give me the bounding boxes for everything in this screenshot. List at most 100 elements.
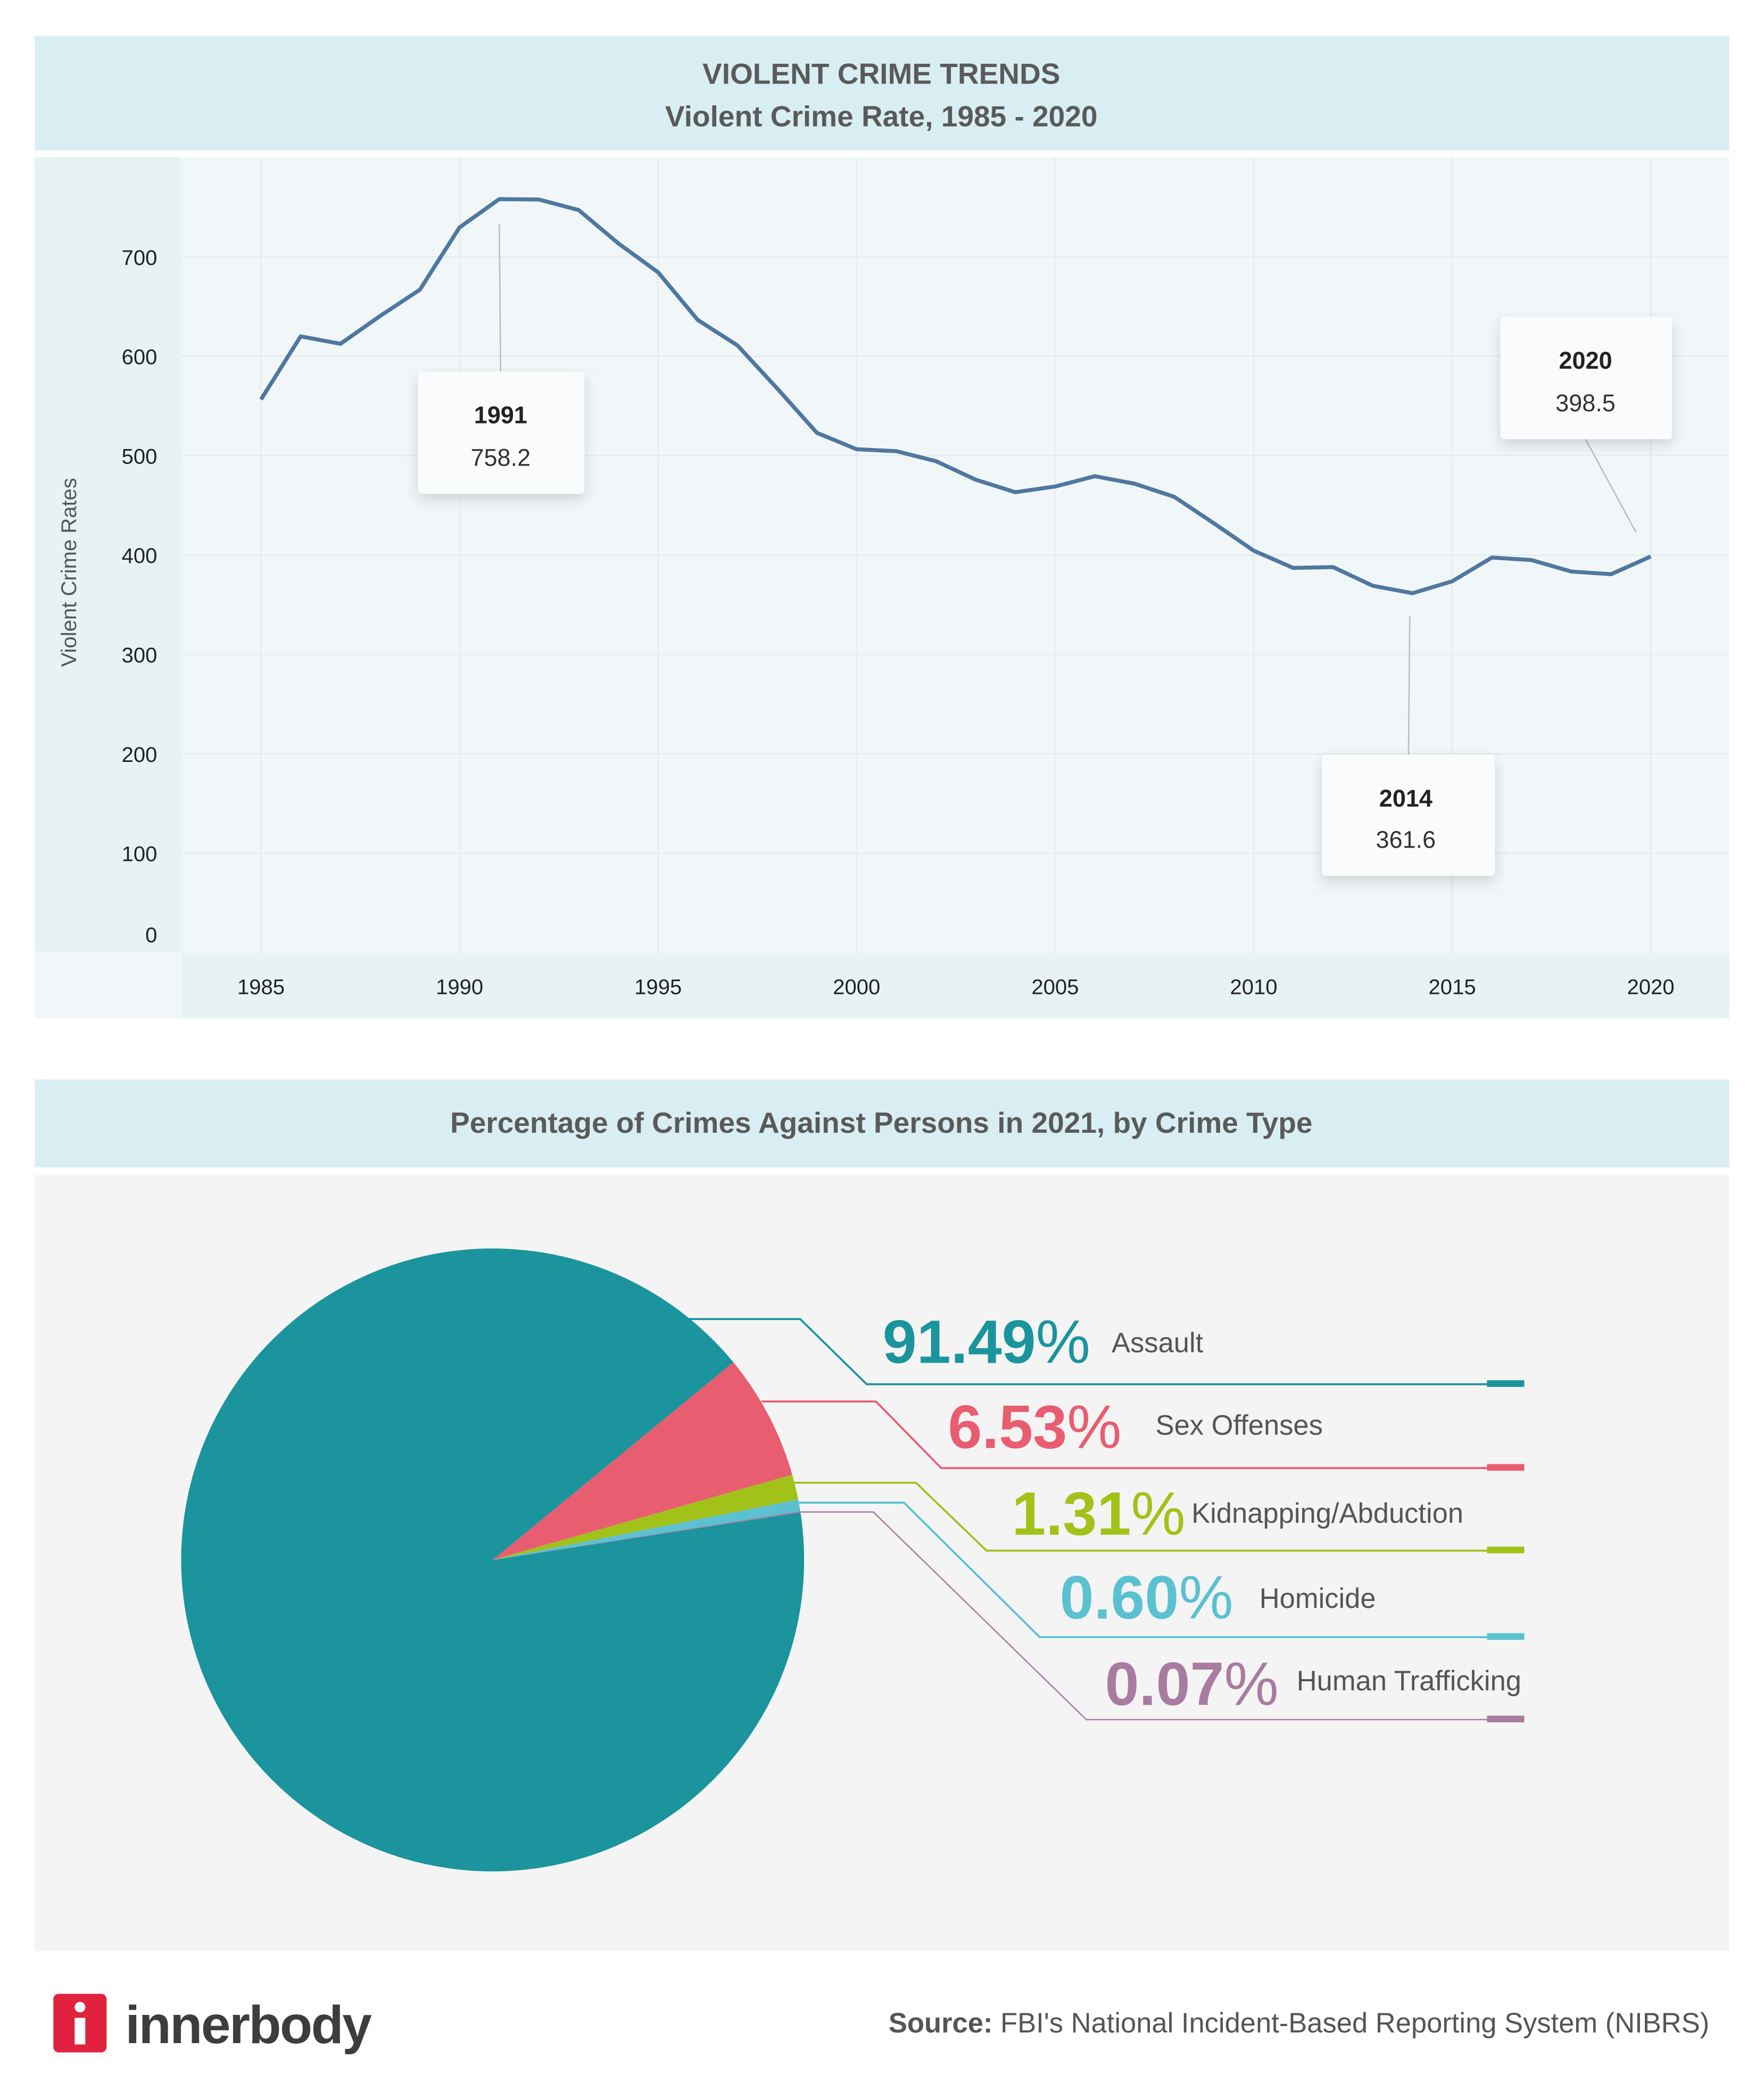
data-point-2014 bbox=[1410, 591, 1415, 596]
legend-label: Assault bbox=[1112, 1327, 1204, 1359]
source-label: Source: bbox=[889, 2007, 993, 2039]
data-point-2018 bbox=[1569, 569, 1574, 574]
y-tick-label: 200 bbox=[122, 743, 158, 767]
data-point-1988 bbox=[377, 313, 383, 319]
legend-swatch bbox=[1487, 1546, 1525, 1554]
data-point-2001 bbox=[893, 449, 899, 454]
x-tick-label: 2000 bbox=[833, 976, 880, 999]
data-point-2004 bbox=[1013, 489, 1018, 495]
y-tick-label: 300 bbox=[122, 644, 158, 667]
line-chart-title: VIOLENT CRIME TRENDS bbox=[702, 57, 1060, 90]
percent-sign: % bbox=[1179, 1564, 1233, 1632]
annotation-year: 2020 bbox=[1559, 347, 1612, 374]
pie-chart-header bbox=[35, 1079, 1729, 1167]
legend-label: Human Trafficking bbox=[1297, 1665, 1521, 1697]
legend-label: Sex Offenses bbox=[1156, 1410, 1323, 1441]
y-tick-labels: 0 100 200 300 400 500 600 700 bbox=[122, 246, 158, 947]
percent-value: 91.49 bbox=[883, 1308, 1036, 1376]
data-point-1994 bbox=[616, 240, 621, 246]
data-point-1996 bbox=[695, 317, 700, 322]
legend-percent: 91.49% bbox=[883, 1308, 1090, 1376]
percent-value: 0.07 bbox=[1105, 1650, 1224, 1719]
y-axis-label: Violent Crime Rates bbox=[57, 478, 81, 667]
percent-sign: % bbox=[1036, 1308, 1090, 1376]
y-tick-label: 100 bbox=[122, 843, 158, 866]
data-point-2000 bbox=[854, 446, 859, 452]
legend-swatch bbox=[1487, 1633, 1525, 1640]
data-point-2010 bbox=[1251, 548, 1256, 553]
data-point-1987 bbox=[338, 341, 343, 346]
data-point-2011 bbox=[1291, 565, 1296, 570]
x-tick-label: 1985 bbox=[237, 976, 285, 999]
y-tick-label: 0 bbox=[145, 924, 157, 947]
percent-value: 0.60 bbox=[1059, 1564, 1179, 1632]
x-axis-strip bbox=[181, 953, 1729, 1018]
source-text: FBI's National Incident-Based Reporting … bbox=[992, 2007, 1709, 2039]
series-line bbox=[259, 197, 1652, 595]
leader-line bbox=[793, 1481, 1525, 1552]
annotation-leaders bbox=[499, 223, 1637, 755]
leader-line bbox=[799, 1511, 1525, 1721]
x-tick-labels: 1985 1990 1995 2000 2005 2010 2015 2020 bbox=[237, 976, 1675, 999]
percent-value: 6.53 bbox=[948, 1393, 1067, 1462]
legend-percent: 0.60% bbox=[1059, 1564, 1233, 1632]
data-point-1997 bbox=[735, 343, 740, 348]
innerbody-logo: innerbody bbox=[53, 1994, 374, 2055]
pie-slice-human-trafficking bbox=[492, 1511, 801, 1560]
data-point-2005 bbox=[1053, 484, 1058, 489]
pie-chart-title: Percentage of Crimes Against Persons in … bbox=[450, 1106, 1312, 1139]
annotation-value: 361.6 bbox=[1376, 826, 1436, 853]
leader-line bbox=[799, 1501, 1525, 1638]
pie-chart bbox=[181, 1248, 805, 1872]
data-point-2012 bbox=[1330, 565, 1336, 570]
leader-line bbox=[761, 1400, 1525, 1470]
data-point-2003 bbox=[973, 477, 979, 483]
percent-value: 1.31 bbox=[1012, 1480, 1131, 1548]
source-note: Source: FBI's National Incident-Based Re… bbox=[889, 2007, 1709, 2039]
annotation-year: 2014 bbox=[1379, 785, 1432, 812]
annotation-1991: 1991 758.2 bbox=[418, 371, 585, 494]
annotation-2014: 2014 361.6 bbox=[1322, 754, 1495, 876]
pie-slice-kidnapping-abduction bbox=[492, 1474, 799, 1560]
gridlines bbox=[181, 157, 1729, 953]
y-tick-label: 700 bbox=[122, 246, 158, 270]
data-point-2017 bbox=[1529, 558, 1534, 563]
x-tick-label: 1995 bbox=[634, 976, 682, 999]
legend-item-sex-offenses: 6.53% Sex Offenses bbox=[761, 1393, 1525, 1471]
data-point-2016 bbox=[1489, 555, 1495, 560]
data-point-1986 bbox=[298, 334, 303, 339]
data-point-1998 bbox=[775, 386, 780, 391]
y-tick-label: 500 bbox=[122, 445, 158, 468]
data-point-2007 bbox=[1132, 481, 1137, 486]
annotation-year: 1991 bbox=[474, 402, 527, 429]
annotation-value: 398.5 bbox=[1555, 389, 1616, 417]
data-point-2019 bbox=[1609, 571, 1614, 577]
legend-swatch bbox=[1487, 1380, 1525, 1387]
percent-sign: % bbox=[1131, 1480, 1185, 1548]
x-tick-label: 1990 bbox=[436, 976, 483, 999]
y-axis-strip bbox=[35, 157, 181, 953]
annotation-2020: 2020 398.5 bbox=[1500, 317, 1672, 439]
data-point-1992 bbox=[536, 197, 542, 202]
data-point-2002 bbox=[933, 459, 939, 464]
legend-item-assault: 91.49% Assault bbox=[688, 1308, 1525, 1387]
data-point-1993 bbox=[576, 208, 581, 213]
legend-percent: 1.31% bbox=[1012, 1480, 1185, 1548]
percent-sign: % bbox=[1067, 1393, 1121, 1462]
x-tick-label: 2015 bbox=[1429, 976, 1476, 999]
data-point-1990 bbox=[457, 225, 462, 230]
legend-item-human-trafficking: 0.07% Human Trafficking bbox=[799, 1511, 1525, 1723]
legend-percent: 6.53% bbox=[948, 1393, 1121, 1462]
axis-corner bbox=[35, 953, 181, 1018]
line-chart-subtitle: Violent Crime Rate, 1985 - 2020 bbox=[665, 100, 1097, 133]
data-point-2020 bbox=[1648, 554, 1653, 559]
x-tick-label: 2005 bbox=[1031, 976, 1079, 999]
legend-item-homicide: 0.60% Homicide bbox=[799, 1501, 1525, 1640]
pie-slice-assault bbox=[181, 1248, 805, 1872]
legend-label: Kidnapping/Abduction bbox=[1191, 1498, 1463, 1529]
data-point-2009 bbox=[1211, 521, 1216, 526]
x-tick-label: 2010 bbox=[1230, 976, 1277, 999]
data-point-2013 bbox=[1370, 583, 1376, 588]
